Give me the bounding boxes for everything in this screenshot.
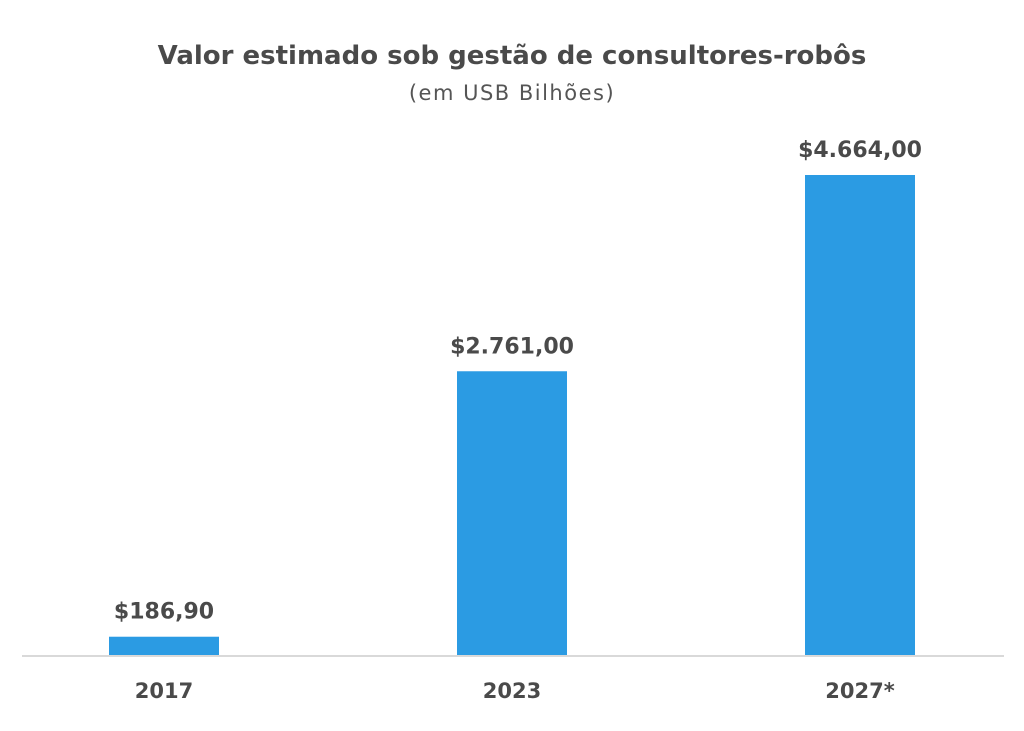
x-tick-label-2023: 2023: [483, 679, 541, 703]
data-label-2017: $186,90: [114, 600, 214, 625]
data-label-2027: $4.664,00: [798, 138, 922, 163]
chart-title: Valor estimado sob gestão de consultores…: [158, 41, 867, 71]
bar-2017: [109, 636, 219, 656]
chart-subtitle: (em USB Bilhões): [409, 81, 615, 105]
bars-group: [109, 175, 915, 656]
bar-2023: [457, 371, 567, 656]
labels-group: $186,90 2017 $2.761,00 2023 $4.664,00 2027*: [114, 138, 922, 703]
data-label-2023: $2.761,00: [450, 334, 574, 359]
x-tick-label-2017: 2017: [135, 679, 193, 703]
x-tick-label-2027: 2027*: [825, 679, 894, 703]
bar-2027: [805, 175, 915, 656]
